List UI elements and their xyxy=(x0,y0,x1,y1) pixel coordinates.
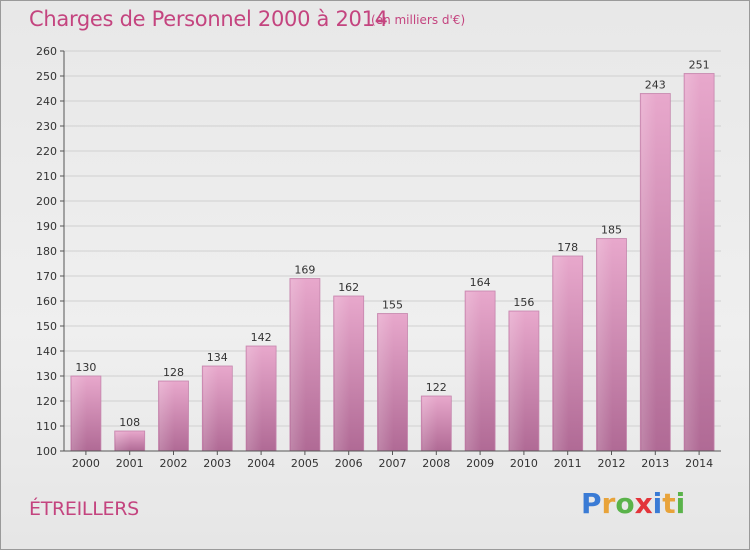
x-tick-label: 2000 xyxy=(72,457,100,470)
y-tick-label: 260 xyxy=(36,45,57,58)
y-tick-label: 220 xyxy=(36,145,57,158)
y-tick-label: 100 xyxy=(36,445,57,458)
y-tick-label: 120 xyxy=(36,395,57,408)
x-tick-label: 2001 xyxy=(116,457,144,470)
data-label: 130 xyxy=(75,361,96,374)
proxiti-logo: Proxiti xyxy=(581,487,686,520)
y-tick-label: 150 xyxy=(36,320,57,333)
x-tick-label: 2011 xyxy=(554,457,582,470)
bar-highlight xyxy=(247,347,263,451)
bar-highlight xyxy=(290,279,306,451)
data-label: 178 xyxy=(557,241,578,254)
data-label: 142 xyxy=(251,331,272,344)
y-tick-label: 180 xyxy=(36,245,57,258)
bar-highlight xyxy=(553,257,569,451)
x-tick-label: 2010 xyxy=(510,457,538,470)
bar-highlight xyxy=(685,74,701,451)
x-tick-label: 2003 xyxy=(203,457,231,470)
chart-title: Charges de Personnel 2000 à 2014 xyxy=(29,7,388,31)
bar-highlight xyxy=(159,382,175,451)
bar-highlight xyxy=(378,314,394,451)
y-tick-label: 240 xyxy=(36,95,57,108)
y-tick-label: 200 xyxy=(36,195,57,208)
x-tick-label: 2013 xyxy=(641,457,669,470)
data-label: 134 xyxy=(207,351,228,364)
y-tick-label: 110 xyxy=(36,420,57,433)
y-tick-label: 170 xyxy=(36,270,57,283)
data-label: 155 xyxy=(382,299,403,312)
bar-highlight xyxy=(509,312,525,451)
x-tick-label: 2005 xyxy=(291,457,319,470)
bar-highlight xyxy=(466,292,482,451)
y-tick-label: 160 xyxy=(36,295,57,308)
y-tick-label: 230 xyxy=(36,120,57,133)
bar-highlight xyxy=(203,367,219,451)
x-tick-label: 2007 xyxy=(379,457,407,470)
x-tick-label: 2004 xyxy=(247,457,275,470)
data-label: 162 xyxy=(338,281,359,294)
data-label: 108 xyxy=(119,416,140,429)
x-tick-label: 2009 xyxy=(466,457,494,470)
data-label: 156 xyxy=(513,296,534,309)
x-tick-label: 2006 xyxy=(335,457,363,470)
data-label: 243 xyxy=(645,79,666,92)
x-tick-label: 2014 xyxy=(685,457,713,470)
x-tick-label: 2012 xyxy=(598,457,626,470)
bar-highlight xyxy=(422,397,438,451)
y-tick-label: 190 xyxy=(36,220,57,233)
x-tick-label: 2002 xyxy=(160,457,188,470)
bar-highlight xyxy=(334,297,350,451)
data-label: 128 xyxy=(163,366,184,379)
y-tick-label: 140 xyxy=(36,345,57,358)
data-label: 185 xyxy=(601,224,622,237)
data-label: 164 xyxy=(470,276,491,289)
data-label: 169 xyxy=(294,264,315,277)
bar-highlight xyxy=(641,94,657,451)
y-tick-label: 210 xyxy=(36,170,57,183)
bar-highlight xyxy=(597,239,613,451)
data-label: 122 xyxy=(426,381,447,394)
x-tick-label: 2008 xyxy=(422,457,450,470)
y-tick-label: 250 xyxy=(36,70,57,83)
y-tick-label: 130 xyxy=(36,370,57,383)
chart-subtitle: (en milliers d'€) xyxy=(371,13,466,27)
commune-name: ÉTREILLERS xyxy=(29,498,139,520)
bar-highlight xyxy=(71,377,87,451)
data-label: 251 xyxy=(689,59,710,72)
bar-highlight xyxy=(115,432,131,451)
